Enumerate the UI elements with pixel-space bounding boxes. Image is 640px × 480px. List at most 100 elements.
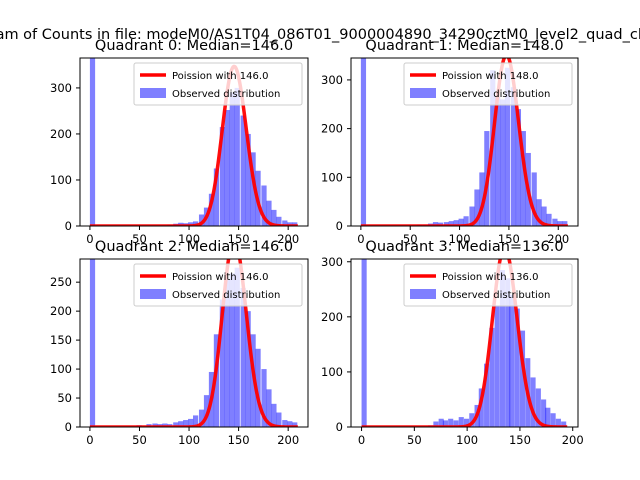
observed-bar [261, 369, 267, 427]
observed-bar [515, 109, 522, 226]
observed-bar [276, 412, 282, 427]
observed-bar [541, 399, 547, 427]
legend-label-observed: Observed distribution [172, 89, 280, 100]
y-tick-label: 300 [321, 255, 343, 269]
observed-bar [266, 389, 272, 427]
observed-bar [432, 222, 439, 226]
legend-label-observed: Observed distribution [442, 290, 550, 301]
x-tick-label: 0 [86, 433, 93, 447]
observed-bar [494, 305, 500, 427]
x-tick-label: 150 [498, 232, 520, 246]
observed-bar [545, 407, 551, 427]
observed-bar [276, 216, 282, 226]
observed-bar [240, 287, 246, 427]
panel-quadrant-2: 0 50 100 150 200 0 50 100 150 200 250 Quadrant 2: M… [50, 239, 309, 447]
observed-bar [453, 420, 459, 427]
x-tick-label: 100 [456, 433, 478, 447]
observed-bar [292, 422, 298, 427]
observed-bar [463, 216, 469, 226]
y-tick-label: 50 [57, 391, 72, 405]
observed-bar [271, 403, 277, 427]
x-tick-label: 200 [277, 232, 299, 246]
x-tick-label: 0 [357, 232, 364, 246]
observed-bar [448, 418, 454, 427]
observed-bar [224, 110, 230, 226]
legend: Poission with 136.0 Observed distribution [403, 263, 573, 307]
observed-bar [360, 58, 367, 226]
observed-bar [531, 172, 537, 226]
panel-title: Quadrant 0: Median=146.0 [95, 38, 293, 54]
legend: Poission with 148.0 Observed distribution [403, 62, 573, 106]
observed-bar [536, 199, 542, 226]
observed-bar [287, 222, 293, 226]
observed-bar [448, 221, 454, 226]
observed-bar [208, 193, 215, 226]
observed-bar [519, 330, 526, 427]
observed-bar [89, 58, 96, 226]
y-tick-label: 100 [50, 362, 72, 376]
observed-bar [484, 363, 490, 427]
legend-swatch-observed [140, 289, 166, 299]
legend-box [133, 62, 303, 106]
x-tick-label: 200 [547, 232, 569, 246]
legend-swatch-observed [410, 88, 436, 98]
plot-area [88, 58, 300, 226]
x-tick-label: 150 [228, 232, 250, 246]
observed-bar [89, 259, 96, 427]
observed-bar [193, 415, 199, 427]
legend-label-poisson: Poission with 146.0 [172, 71, 268, 82]
legend-label-observed: Observed distribution [172, 290, 280, 301]
y-tick-label: 200 [50, 304, 72, 318]
observed-bar [489, 327, 495, 427]
axes-frame [79, 258, 309, 428]
legend-box [403, 62, 573, 106]
legend-box [403, 263, 573, 307]
observed-bar [229, 273, 235, 427]
x-tick-label: 100 [178, 232, 200, 246]
observed-bar [178, 421, 184, 427]
observed-bar [213, 168, 220, 226]
legend-label-poisson: Poission with 146.0 [172, 272, 268, 283]
legend-swatch-observed [140, 88, 166, 98]
panel-title: Quadrant 1: Median=148.0 [365, 38, 563, 54]
plot-area [88, 259, 300, 427]
observed-bar [173, 422, 179, 427]
x-tick-label: 50 [132, 232, 147, 246]
observed-bar [555, 418, 561, 427]
panel-title: Quadrant 2: Median=146.0 [95, 239, 293, 255]
observed-bar [203, 395, 210, 427]
observed-bar [234, 87, 240, 226]
legend: Poission with 146.0 Observed distribution [133, 62, 303, 106]
axes-frame [79, 57, 309, 227]
axes-frame [350, 57, 579, 227]
x-tick-label: 150 [509, 433, 531, 447]
observed-bar [552, 218, 558, 226]
observed-bar [474, 189, 480, 226]
observed-bar [463, 418, 470, 427]
observed-bar [240, 115, 246, 226]
axes-frame [350, 258, 579, 428]
panel-title: Quadrant 3: Median=136.0 [365, 239, 563, 255]
x-tick-label: 50 [132, 433, 147, 447]
y-tick-label: 0 [65, 219, 72, 233]
observed-bar [453, 220, 459, 226]
y-tick-label: 150 [50, 333, 72, 347]
legend-label-poisson: Poission with 148.0 [442, 71, 538, 82]
observed-bar [271, 209, 277, 226]
observed-bar [438, 418, 444, 427]
y-tick-label: 300 [321, 73, 343, 87]
observed-bar [509, 294, 515, 427]
observed-bar [250, 152, 256, 226]
legend: Poission with 146.0 Observed distribution [133, 263, 303, 307]
observed-bar [198, 409, 205, 427]
x-tick-label: 200 [277, 433, 299, 447]
observed-bar [546, 213, 552, 226]
observed-bar [458, 218, 464, 226]
y-tick-label: 200 [50, 127, 72, 141]
y-tick-label: 0 [65, 420, 72, 434]
x-tick-label: 100 [449, 232, 471, 246]
observed-bar [229, 92, 235, 226]
x-tick-label: 50 [403, 232, 418, 246]
observed-bar [495, 96, 501, 226]
panel-quadrant-1: 0 50 100 150 200 0 100 200 300 Quadrant 1: Median… [321, 38, 579, 246]
